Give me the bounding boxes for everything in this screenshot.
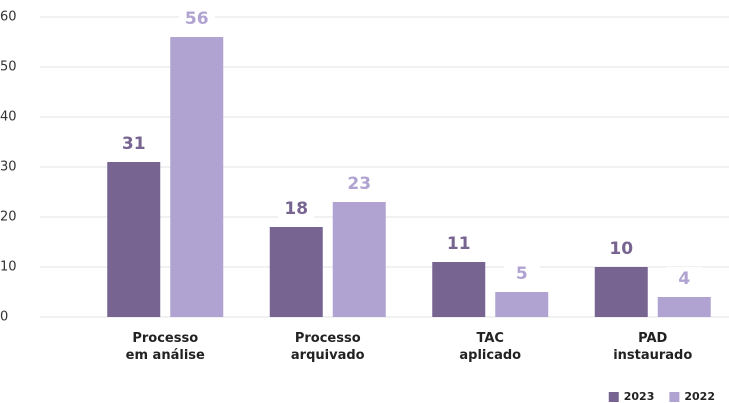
bar [432,262,486,317]
bar [657,297,711,317]
bar [332,202,386,317]
value-label: 11 [447,234,471,254]
value-label-bg [503,262,540,284]
y-tick-label: 40 [0,110,17,125]
y-tick-label: 10 [0,260,17,275]
value-label-bg [178,7,215,29]
bar [269,227,323,317]
value-label-bg [341,172,378,194]
x-tick-label: TAC aplicado [459,331,521,363]
value-label: 56 [185,9,209,29]
y-tick-label: 20 [0,210,17,225]
bar [495,292,549,317]
x-tick-label: PAD instaurado [613,331,692,363]
value-label-bg [440,232,477,254]
value-label: 18 [284,199,308,219]
legend-swatch [608,392,619,402]
y-tick-label: 50 [0,60,17,75]
bar [107,162,161,317]
y-tick-label: 0 [0,310,8,325]
value-label-bg [115,132,152,154]
value-label: 10 [609,239,633,259]
y-tick-label: 60 [0,10,17,25]
value-label: 5 [516,264,528,284]
value-label-bg [278,197,315,219]
x-tick-label: Processo arquivado [291,331,365,363]
legend-label: 2022 [684,390,715,403]
legend-label: 2023 [624,390,655,403]
bar [170,37,224,317]
x-tick-label: Processo em análise [126,331,205,363]
value-label: 4 [678,269,690,289]
bar [594,267,648,317]
legend-swatch [669,392,680,402]
value-label: 31 [122,134,146,154]
value-label-bg [603,237,640,259]
y-tick-label: 30 [0,160,17,175]
value-label-bg [666,267,703,289]
value-label: 23 [347,174,371,194]
